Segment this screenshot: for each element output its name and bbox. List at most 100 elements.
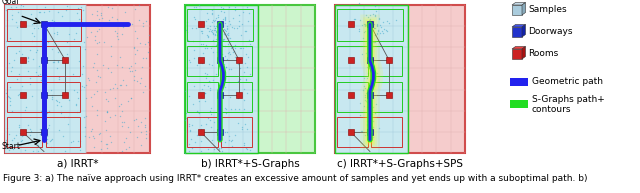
Point xyxy=(39,67,49,70)
Point xyxy=(103,5,113,8)
Point xyxy=(236,34,246,37)
Point xyxy=(225,22,236,25)
Point xyxy=(365,134,376,137)
Point xyxy=(355,18,365,21)
Point xyxy=(206,30,216,33)
Point xyxy=(213,13,223,16)
Point xyxy=(215,128,225,131)
Point xyxy=(240,123,250,126)
Point xyxy=(360,134,370,137)
Point xyxy=(216,34,226,37)
Point xyxy=(202,27,212,30)
Point xyxy=(113,37,124,40)
Point xyxy=(52,32,62,35)
Point xyxy=(72,110,82,113)
Point xyxy=(6,5,16,8)
Point xyxy=(368,12,378,15)
Point xyxy=(219,33,229,36)
Point xyxy=(47,93,58,96)
Point xyxy=(33,149,43,152)
Point xyxy=(233,121,243,124)
Polygon shape xyxy=(522,47,525,59)
Point xyxy=(203,148,213,151)
Point xyxy=(78,9,88,12)
Point xyxy=(364,113,374,116)
Point xyxy=(121,148,131,151)
Bar xyxy=(337,47,368,76)
Point xyxy=(368,83,378,86)
Point xyxy=(29,35,39,38)
Point xyxy=(205,28,216,31)
Point xyxy=(357,53,367,56)
Point xyxy=(205,106,216,109)
Point xyxy=(243,20,253,23)
Point xyxy=(216,44,227,47)
Point xyxy=(180,90,191,93)
Point xyxy=(44,124,54,127)
Point xyxy=(205,86,215,90)
Point xyxy=(362,77,372,80)
Point xyxy=(71,31,81,34)
Point xyxy=(220,16,230,19)
Point xyxy=(136,143,146,146)
Point xyxy=(367,88,377,91)
Point xyxy=(11,52,21,55)
Point xyxy=(89,146,99,149)
Point xyxy=(239,71,249,74)
Point xyxy=(364,26,374,30)
Point xyxy=(367,41,378,44)
Point xyxy=(25,82,35,85)
Point xyxy=(243,11,253,14)
Point xyxy=(196,139,207,142)
Point xyxy=(374,16,384,19)
Point xyxy=(225,37,235,40)
Point xyxy=(365,43,376,46)
Point xyxy=(360,22,370,25)
Bar xyxy=(217,129,223,135)
Point xyxy=(49,59,59,62)
Bar xyxy=(335,5,465,153)
Point xyxy=(222,27,232,30)
Point xyxy=(364,107,374,110)
Bar xyxy=(337,82,368,112)
Point xyxy=(54,77,65,80)
Point xyxy=(184,129,195,132)
Point xyxy=(378,27,388,30)
Point xyxy=(140,126,150,129)
Point xyxy=(362,106,372,109)
Point xyxy=(76,20,86,23)
Point xyxy=(360,93,370,96)
Point xyxy=(215,23,225,26)
Point xyxy=(195,23,205,26)
Point xyxy=(40,5,51,8)
Point xyxy=(220,54,230,57)
Point xyxy=(4,96,14,99)
Point xyxy=(364,133,374,136)
Point xyxy=(134,41,145,44)
Point xyxy=(23,70,33,73)
Point xyxy=(114,104,124,107)
Point xyxy=(216,146,227,150)
Point xyxy=(349,18,360,21)
Point xyxy=(96,14,106,17)
Point xyxy=(218,6,228,9)
Point xyxy=(220,85,230,89)
Point xyxy=(40,140,51,143)
Point xyxy=(26,94,36,97)
Point xyxy=(218,38,228,41)
Point xyxy=(203,117,213,120)
Point xyxy=(189,48,199,52)
Point xyxy=(97,17,108,20)
Point xyxy=(32,48,42,52)
Point xyxy=(56,104,67,107)
Bar xyxy=(335,5,408,153)
Bar xyxy=(348,129,354,135)
Point xyxy=(20,108,31,111)
Point xyxy=(368,90,378,93)
Bar xyxy=(217,92,223,98)
Point xyxy=(67,73,77,76)
Point xyxy=(31,51,42,54)
Point xyxy=(53,50,63,53)
Point xyxy=(140,123,150,126)
Point xyxy=(371,116,381,119)
